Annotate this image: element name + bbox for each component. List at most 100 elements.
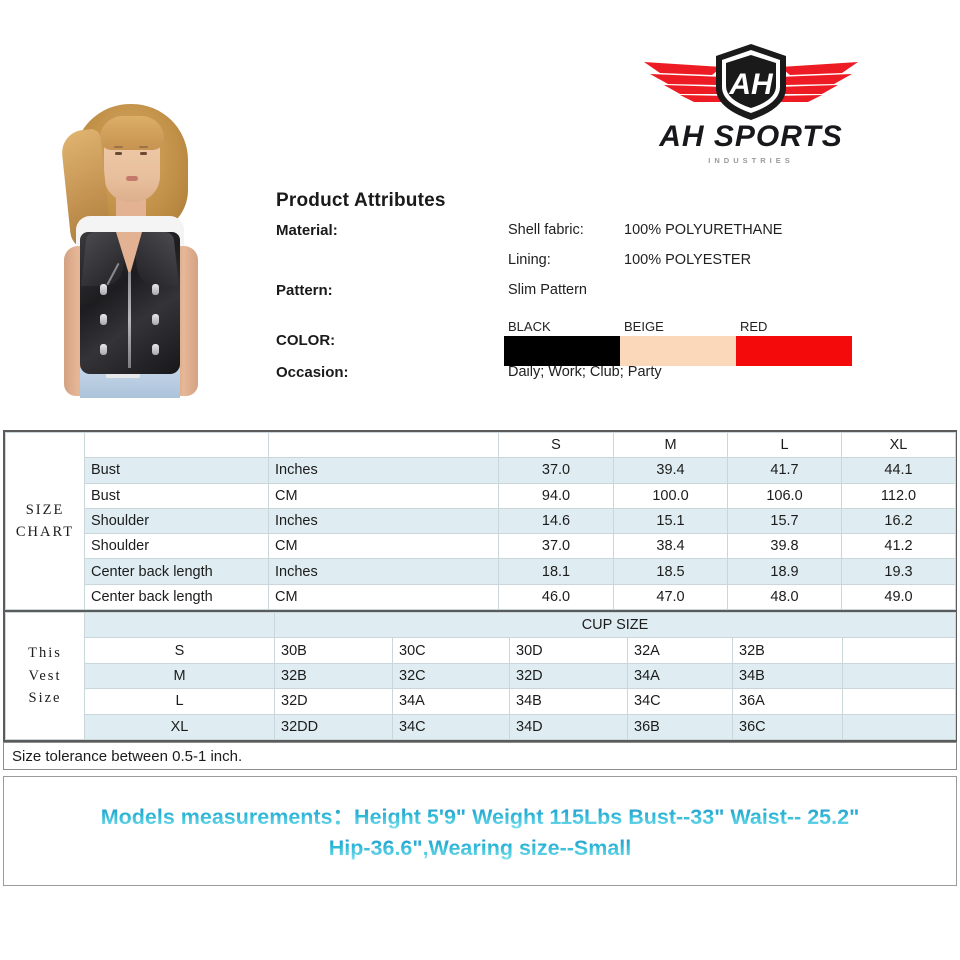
table-row: S 30B 30C 30D 32A 32B [6, 637, 957, 664]
cup-row-spacer [841, 637, 957, 664]
vest-size: M [84, 662, 275, 690]
size-chart-header-row: SIZE CHART S M L XL [5, 431, 956, 610]
table-row: Shoulder Inches 14.6 15.1 15.7 16.2 [6, 507, 956, 535]
material-label: Material: [276, 222, 338, 239]
cup-corner-line3: Size [28, 690, 62, 707]
measure-name: Bust [84, 482, 269, 509]
measure-value-s: 37.0 [498, 533, 614, 560]
shell-fabric-value: 100% POLYURETHANE [624, 222, 783, 238]
measure-value-xl: 16.2 [841, 507, 956, 535]
cup-value-1: 32DD [274, 713, 393, 741]
attribute-row-color: COLOR: [276, 312, 876, 364]
swatch-label-black: BLACK [508, 319, 551, 334]
cup-value-3: 32D [509, 662, 628, 690]
cup-value-5: 36C [732, 713, 843, 741]
size-tolerance-note: Size tolerance between 0.5-1 inch. [3, 742, 957, 770]
cup-value-3: 30D [509, 637, 628, 664]
measure-value-m: 100.0 [613, 482, 728, 509]
size-column-header-m: M [613, 431, 728, 459]
measure-value-xl: 19.3 [841, 558, 956, 585]
measure-unit: CM [268, 482, 499, 509]
cup-corner-line2: Vest [28, 667, 62, 684]
cup-value-1: 30B [274, 637, 393, 664]
table-row: Bust Inches 37.0 39.4 41.7 44.1 [6, 457, 956, 484]
measure-unit: CM [268, 583, 499, 611]
measure-value-l: 48.0 [727, 583, 842, 611]
pattern-value: Slim Pattern [508, 282, 587, 298]
measure-value-l: 18.9 [727, 558, 842, 585]
measure-unit: Inches [268, 507, 499, 535]
product-attributes-section: Product Attributes Material: Shell fabri… [276, 190, 876, 394]
lining-key: Lining: [508, 252, 551, 268]
cup-value-5: 32B [732, 637, 843, 664]
model-measurements-line2: Hip-36.6",Wearing size--Small [329, 833, 632, 864]
model-measurements-box: Models measurements：Height 5'9" Weight 1… [3, 776, 957, 886]
measure-value-xl: 49.0 [841, 583, 956, 611]
measure-value-m: 38.4 [613, 533, 728, 560]
size-column-header-xl: XL [841, 431, 956, 459]
measure-value-m: 18.5 [613, 558, 728, 585]
vest-size: XL [84, 713, 275, 741]
brand-logo: AH AH SPORTS INDUSTRIES [636, 36, 866, 176]
model-measurements-line1: Models measurements：Height 5'9" Weight 1… [101, 802, 860, 833]
cup-value-4: 34C [627, 688, 733, 715]
measure-value-m: 39.4 [613, 457, 728, 484]
table-row: Shoulder CM 37.0 38.4 39.8 41.2 [6, 533, 956, 560]
table-row: Center back length CM 46.0 47.0 48.0 49.… [6, 583, 956, 611]
swatch-label-red: RED [740, 319, 768, 334]
size-tolerance-text: Size tolerance between 0.5-1 inch. [12, 747, 243, 765]
measure-name: Bust [84, 457, 269, 484]
cup-size-header-row: This Vest Size CUP SIZE [5, 611, 957, 740]
product-attributes-title: Product Attributes [276, 190, 446, 211]
unit-header [268, 431, 499, 459]
measure-unit: Inches [268, 558, 499, 585]
cup-value-3: 34B [509, 688, 628, 715]
measure-value-l: 39.8 [727, 533, 842, 560]
svg-text:AH: AH [728, 68, 774, 101]
cup-value-2: 30C [392, 637, 510, 664]
cup-size-corner-label: This Vest Size [5, 612, 85, 740]
table-row: Bust CM 94.0 100.0 106.0 112.0 [6, 482, 956, 509]
color-swatch-group: BLACK BEIGE RED [504, 319, 852, 366]
swatch-beige[interactable] [620, 336, 736, 366]
occasion-label: Occasion: [276, 364, 349, 381]
measure-value-s: 37.0 [498, 457, 614, 484]
cup-value-2: 32C [392, 662, 510, 690]
shell-fabric-key: Shell fabric: [508, 222, 584, 238]
measure-unit: CM [268, 533, 499, 560]
swatch-red[interactable] [736, 336, 852, 366]
table-row: L 32D 34A 34B 34C 36A [6, 688, 957, 715]
cup-value-1: 32D [274, 688, 393, 715]
cup-row-spacer [841, 713, 957, 741]
color-swatch-bars [504, 336, 852, 366]
size-chart-corner-line2: CHART [15, 524, 75, 540]
measure-value-m: 15.1 [613, 507, 728, 535]
measure-value-xl: 44.1 [841, 457, 956, 484]
cup-value-4: 32A [627, 637, 733, 664]
cup-value-5: 36A [732, 688, 843, 715]
cup-corner-line1: This [28, 645, 62, 662]
measure-value-s: 14.6 [498, 507, 614, 535]
measure-value-l: 15.7 [727, 507, 842, 535]
cup-header-spacer [84, 611, 275, 639]
cup-value-1: 32B [274, 662, 393, 690]
measure-value-s: 94.0 [498, 482, 614, 509]
measure-name: Shoulder [84, 533, 269, 560]
measure-name: Shoulder [84, 507, 269, 535]
measure-value-l: 41.7 [727, 457, 842, 484]
cup-value-4: 36B [627, 713, 733, 741]
table-row: M 32B 32C 32D 34A 34B [6, 662, 957, 690]
color-label: COLOR: [276, 332, 336, 349]
cup-row-spacer [841, 662, 957, 690]
cup-value-2: 34C [392, 713, 510, 741]
cup-value-2: 34A [392, 688, 510, 715]
swatch-black[interactable] [504, 336, 620, 366]
cup-size-table: This Vest Size CUP SIZE S 30B 30C 30D 32… [3, 611, 957, 742]
attribute-row-lining: Lining: 100% POLYESTER [276, 252, 876, 282]
lining-value: 100% POLYESTER [624, 252, 752, 268]
ah-sports-logo-icon: AH [644, 44, 858, 120]
cup-row-spacer [841, 688, 957, 715]
logo-subtitle: INDUSTRIES [708, 156, 794, 165]
size-column-header-l: L [727, 431, 842, 459]
attribute-row-material: Material: Shell fabric: 100% POLYURETHAN… [276, 222, 876, 252]
